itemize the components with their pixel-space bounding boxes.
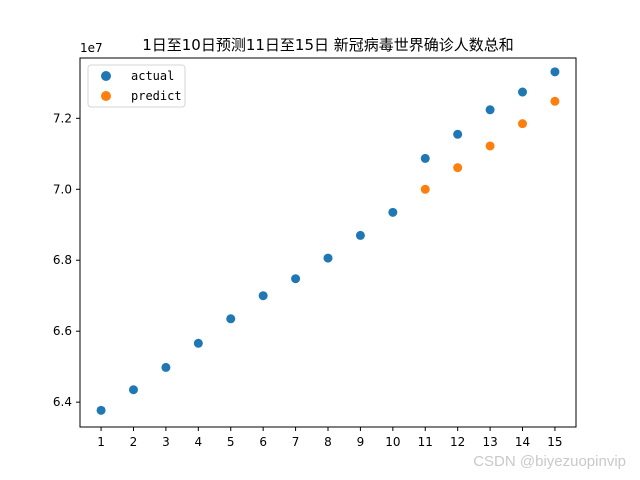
point-actual [291, 274, 301, 284]
point-actual [420, 153, 430, 163]
point-predict [550, 96, 560, 106]
legend-marker-predict [101, 91, 111, 101]
data-points [96, 67, 560, 415]
y-tick-label: 6.4 [53, 395, 72, 409]
chart-title: 1日至10日预测11日至15日 新冠病毒世界确诊人数总和 [142, 36, 514, 54]
point-predict [420, 184, 430, 194]
y-axis: 6.4 6.6 6.8 7.0 7.2 [53, 111, 80, 409]
point-actual [518, 87, 528, 97]
x-tick-label: 1 [97, 435, 105, 449]
point-actual [193, 338, 203, 348]
legend-box [87, 64, 186, 108]
y-scale-label: 1e7 [80, 41, 103, 55]
point-actual [226, 314, 236, 324]
point-actual [485, 105, 495, 115]
x-tick-label: 2 [130, 435, 138, 449]
y-tick-label: 7.2 [53, 111, 72, 125]
x-tick-label: 7 [292, 435, 300, 449]
x-tick-label: 5 [227, 435, 235, 449]
point-actual [550, 67, 560, 77]
legend-marker-actual [101, 71, 111, 81]
x-tick-label: 4 [195, 435, 203, 449]
x-tick-label: 10 [385, 435, 400, 449]
point-actual [128, 385, 138, 395]
x-tick-label: 9 [357, 435, 365, 449]
y-tick-label: 7.0 [53, 182, 72, 196]
legend-label-predict: predict [131, 89, 182, 103]
x-tick-label: 13 [482, 435, 497, 449]
y-tick-label: 6.8 [53, 253, 72, 267]
point-predict [485, 141, 495, 151]
point-actual [388, 207, 398, 217]
point-actual [258, 291, 268, 301]
point-actual [161, 362, 171, 372]
x-tick-label: 11 [418, 435, 433, 449]
x-tick-label: 8 [324, 435, 332, 449]
point-actual [96, 405, 106, 415]
point-predict [518, 119, 528, 129]
legend-label-actual: actual [131, 69, 174, 83]
x-tick-label: 15 [547, 435, 562, 449]
plot-area [79, 57, 577, 428]
point-actual [355, 230, 365, 240]
legend: actual predict [87, 64, 186, 108]
x-tick-label: 14 [515, 435, 530, 449]
point-predict [453, 163, 463, 173]
x-tick-label: 12 [450, 435, 465, 449]
point-actual [453, 129, 463, 139]
x-axis: 1 2 3 4 5 6 7 8 9 10 11 12 13 14 15 [97, 427, 563, 449]
x-tick-label: 3 [162, 435, 170, 449]
y-tick-label: 6.6 [53, 324, 72, 338]
x-tick-label: 6 [259, 435, 267, 449]
watermark: CSDN @biyezuopinvip [473, 453, 626, 470]
point-actual [323, 253, 333, 263]
